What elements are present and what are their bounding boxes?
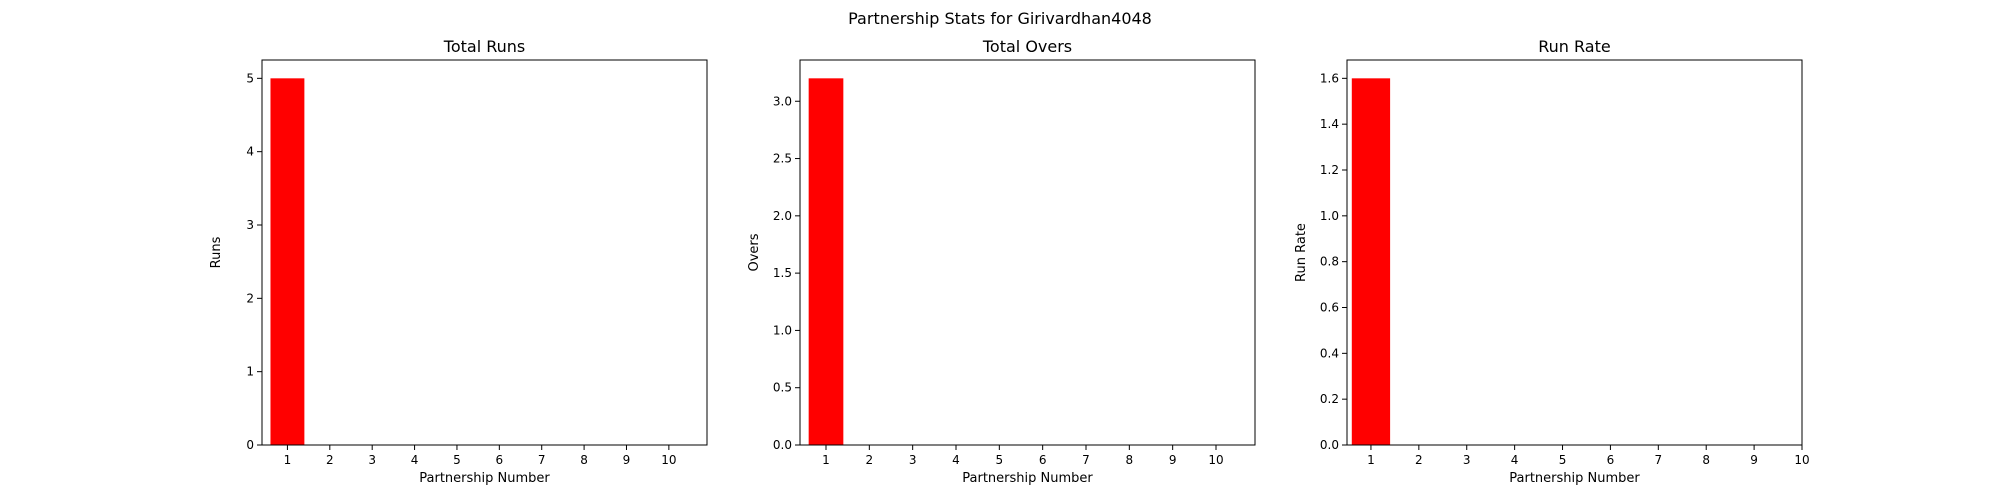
x-tick-label-run-rate-4: 4 [1511, 453, 1519, 467]
y-tick-label-total-overs-0.5: 0.5 [773, 381, 792, 395]
y-tick-label-total-runs-0: 0 [246, 438, 254, 452]
y-tick-label-total-runs-1: 1 [246, 365, 254, 379]
x-tick-label-total-runs-2: 2 [326, 453, 334, 467]
x-tick-label-run-rate-2: 2 [1415, 453, 1423, 467]
y-tick-label-total-runs-3: 3 [246, 218, 254, 232]
bar-total-runs-1 [270, 78, 305, 445]
chart-panel-run-rate: 1 2 3 4 5 6 7 8 9 10 0.0 0.2 0.4 0.6 0.8 1.0 1.2 1.4 1.6 Ru… [1294, 37, 1810, 486]
y-tick-label-total-runs-2: 2 [246, 291, 254, 305]
y-tick-label-total-overs-2: 2.0 [773, 209, 792, 223]
panel-title-total-overs: Total Overs [982, 37, 1072, 56]
y-tick-label-total-overs-0: 0.0 [773, 438, 792, 452]
x-axis-label-run-rate: Partnership Number [1509, 471, 1640, 486]
y-axis-label-run-rate: Run Rate [1294, 223, 1309, 282]
chart-panel-total-runs: 1 2 3 4 5 6 7 8 9 10 0 1 2 3 4 5 Total Runs Partnership N… [209, 37, 708, 486]
axes-frame-total-overs [799, 59, 1256, 446]
axes-frame-run-rate [1346, 59, 1803, 446]
y-tick-label-run-rate-0.2: 0.2 [1320, 392, 1339, 406]
x-tick-label-total-runs-5: 5 [453, 453, 461, 467]
y-axis-label-total-runs: Runs [209, 236, 224, 268]
y-tick-label-run-rate-1.4: 1.4 [1320, 117, 1339, 131]
x-axis-label-total-overs: Partnership Number [962, 471, 1093, 486]
y-tick-label-total-overs-1: 1.0 [773, 323, 792, 337]
x-axis-label-total-runs: Partnership Number [419, 471, 550, 486]
x-tick-label-total-overs-1: 1 [822, 453, 830, 467]
y-tick-label-run-rate-0.4: 0.4 [1320, 346, 1339, 360]
x-tick-label-total-runs-7: 7 [538, 453, 546, 467]
y-tick-label-run-rate-1.2: 1.2 [1320, 163, 1339, 177]
x-tick-label-total-runs-4: 4 [411, 453, 419, 467]
x-tick-label-run-rate-8: 8 [1702, 453, 1710, 467]
x-tick-label-run-rate-9: 9 [1750, 453, 1758, 467]
x-tick-label-total-overs-3: 3 [909, 453, 917, 467]
x-tick-label-total-runs-10: 10 [661, 453, 676, 467]
x-tick-label-run-rate-5: 5 [1559, 453, 1567, 467]
x-tick-label-total-runs-8: 8 [580, 453, 588, 467]
x-tick-label-total-runs-1: 1 [284, 453, 292, 467]
y-axis-label-total-overs: Overs [747, 233, 762, 271]
panel-title-run-rate: Run Rate [1538, 37, 1610, 56]
bar-run-rate-1 [1351, 78, 1391, 445]
x-tick-label-run-rate-3: 3 [1463, 453, 1471, 467]
x-tick-label-run-rate-1: 1 [1367, 453, 1375, 467]
x-tick-label-total-overs-2: 2 [866, 453, 874, 467]
x-tick-label-run-rate-10: 10 [1794, 453, 1809, 467]
x-tick-label-total-overs-4: 4 [952, 453, 960, 467]
y-tick-label-run-rate-1: 1.0 [1320, 209, 1339, 223]
y-tick-label-run-rate-1.6: 1.6 [1320, 71, 1339, 85]
bar-total-overs-1 [808, 78, 844, 445]
x-tick-label-total-overs-10: 10 [1208, 453, 1223, 467]
x-tick-label-run-rate-7: 7 [1654, 453, 1662, 467]
x-tick-label-total-overs-9: 9 [1169, 453, 1177, 467]
x-tick-label-total-runs-3: 3 [368, 453, 376, 467]
chart-panel-total-overs: 1 2 3 4 5 6 7 8 9 10 0.0 0.5 1.0 1.5 2.0 2.5 3.0 Total Ov… [747, 37, 1256, 486]
y-tick-label-total-runs-4: 4 [246, 145, 254, 159]
y-tick-label-total-runs-5: 5 [246, 71, 254, 85]
y-tick-label-run-rate-0.8: 0.8 [1320, 255, 1339, 269]
figure-suptitle: Partnership Stats for Girivardhan4048 [848, 9, 1152, 28]
x-tick-label-total-overs-6: 6 [1039, 453, 1047, 467]
y-tick-label-total-overs-1.5: 1.5 [773, 266, 792, 280]
y-tick-label-run-rate-0.6: 0.6 [1320, 301, 1339, 315]
panel-title-total-runs: Total Runs [443, 37, 525, 56]
x-tick-label-total-overs-8: 8 [1126, 453, 1134, 467]
y-tick-label-total-overs-2.5: 2.5 [773, 152, 792, 166]
x-tick-label-total-overs-5: 5 [996, 453, 1004, 467]
x-tick-label-total-runs-9: 9 [623, 453, 631, 467]
y-tick-label-total-overs-3: 3.0 [773, 94, 792, 108]
x-tick-label-run-rate-6: 6 [1607, 453, 1615, 467]
x-tick-label-total-runs-6: 6 [496, 453, 504, 467]
axes-frame-total-runs [261, 59, 708, 446]
y-tick-label-run-rate-0: 0.0 [1320, 438, 1339, 452]
x-tick-label-total-overs-7: 7 [1082, 453, 1090, 467]
